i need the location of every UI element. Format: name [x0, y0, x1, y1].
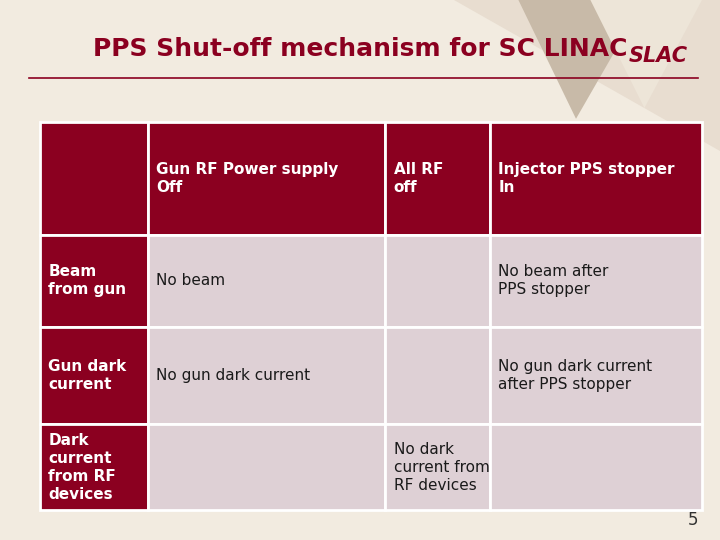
FancyBboxPatch shape	[385, 424, 490, 510]
FancyBboxPatch shape	[490, 327, 702, 424]
Text: 5: 5	[688, 511, 698, 529]
FancyBboxPatch shape	[385, 235, 490, 327]
FancyBboxPatch shape	[40, 235, 148, 327]
Text: SLAC: SLAC	[629, 46, 688, 66]
Text: No gun dark current: No gun dark current	[156, 368, 310, 383]
FancyBboxPatch shape	[148, 235, 385, 327]
FancyBboxPatch shape	[148, 327, 385, 424]
FancyBboxPatch shape	[40, 122, 148, 235]
Text: No dark
current from
RF devices: No dark current from RF devices	[394, 442, 490, 492]
Text: No beam: No beam	[156, 273, 225, 288]
FancyBboxPatch shape	[148, 122, 385, 235]
Text: All RF
off: All RF off	[394, 161, 444, 195]
Text: Beam
from gun: Beam from gun	[48, 264, 127, 298]
Text: Gun RF Power supply
Off: Gun RF Power supply Off	[156, 161, 338, 195]
Polygon shape	[518, 0, 644, 119]
FancyBboxPatch shape	[40, 424, 148, 510]
Text: Gun dark
current: Gun dark current	[48, 359, 127, 392]
FancyBboxPatch shape	[490, 424, 702, 510]
Text: No gun dark current
after PPS stopper: No gun dark current after PPS stopper	[498, 359, 652, 392]
FancyBboxPatch shape	[40, 327, 148, 424]
Text: No beam after
PPS stopper: No beam after PPS stopper	[498, 264, 608, 298]
FancyBboxPatch shape	[148, 424, 385, 510]
FancyBboxPatch shape	[490, 122, 702, 235]
FancyBboxPatch shape	[385, 122, 490, 235]
Polygon shape	[590, 0, 702, 108]
Text: PPS Shut-off mechanism for SC LINAC: PPS Shut-off mechanism for SC LINAC	[93, 37, 627, 60]
Text: Dark
current
from RF
devices: Dark current from RF devices	[48, 433, 116, 502]
FancyBboxPatch shape	[490, 235, 702, 327]
Text: Injector PPS stopper
In: Injector PPS stopper In	[498, 161, 675, 195]
Polygon shape	[454, 0, 720, 151]
FancyBboxPatch shape	[385, 327, 490, 424]
